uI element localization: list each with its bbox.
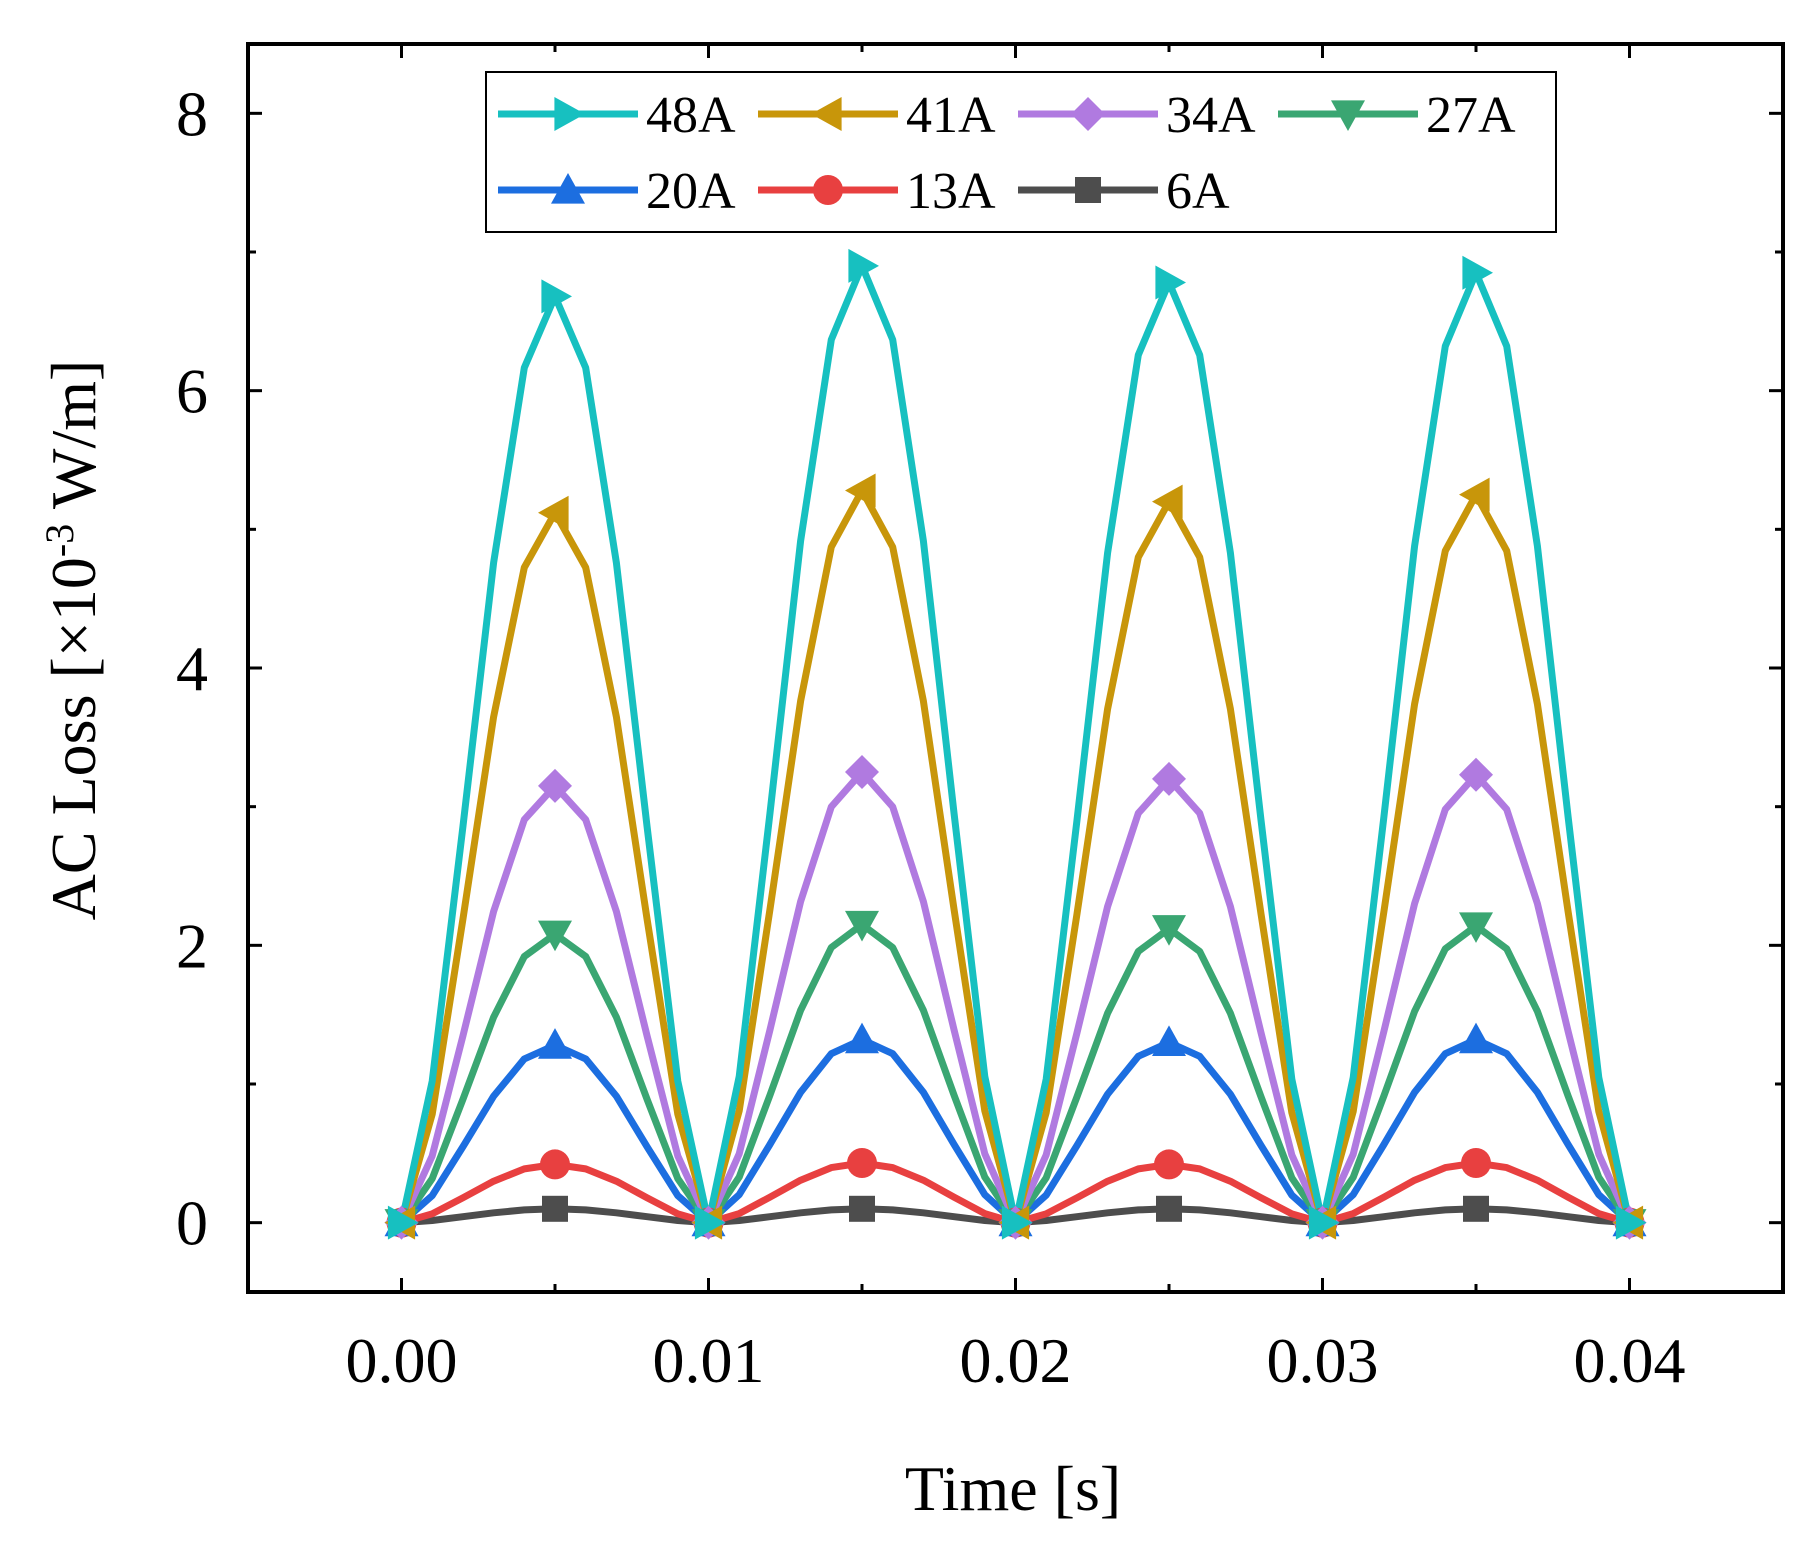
series-marker-20A (1152, 1025, 1186, 1056)
legend-marker-48A (554, 97, 585, 131)
legend-label-41A: 41A (906, 87, 996, 144)
y-tick-label: 4 (176, 633, 208, 704)
series-marker-48A (387, 1205, 419, 1240)
x-tick-label: 0.02 (960, 1325, 1072, 1396)
x-axis-title: Time [s] (905, 1453, 1121, 1524)
x-tick-label: 0.03 (1267, 1325, 1379, 1396)
y-axis-title-sup: -3 (37, 524, 82, 557)
series-line-41A (398, 487, 1633, 1227)
series-marker-6A (542, 1195, 568, 1222)
series-marker-48A (694, 1205, 726, 1240)
series-marker-48A (541, 279, 572, 314)
series-marker-41A (1459, 477, 1490, 512)
legend-label-27A: 27A (1426, 87, 1516, 144)
series-marker-13A (1461, 1148, 1491, 1179)
series-marker-27A (538, 920, 572, 952)
series-marker-48A (1308, 1205, 1340, 1240)
y-axis-title-main: AC Loss [×10 (38, 557, 109, 920)
legend-label-6A: 6A (1166, 163, 1230, 220)
x-tick-label: 0.01 (653, 1325, 765, 1396)
plot-markers (384, 248, 1647, 1240)
legend-marker-41A (811, 97, 842, 131)
series-marker-34A (538, 768, 572, 803)
series-line-20A (399, 1036, 1632, 1227)
legend: 48A 41A 34A 27A 20A 13A 6A (485, 71, 1557, 233)
series-marker-6A (1156, 1195, 1182, 1222)
axis-ticks (246, 44, 1785, 1292)
series-marker-13A (1154, 1149, 1184, 1180)
series-marker-6A (849, 1195, 875, 1222)
series-marker-20A (538, 1028, 572, 1059)
series-marker-13A (847, 1148, 877, 1179)
series-marker-41A (845, 473, 876, 508)
series-marker-48A (1155, 265, 1186, 300)
series-marker-48A (1615, 1205, 1647, 1240)
y-axis-title-tail: W/m] (38, 360, 109, 524)
series-line-27A (398, 921, 1633, 1227)
series-marker-41A (538, 495, 569, 530)
legend-box (485, 71, 1557, 233)
series-marker-27A (1459, 912, 1493, 943)
legend-label-20A: 20A (646, 163, 736, 220)
series-marker-27A (845, 910, 879, 942)
series-marker-27A (1152, 915, 1186, 946)
y-tick-label: 6 (176, 356, 208, 427)
legend-label-48A: 48A (646, 87, 736, 144)
series-line-34A (398, 768, 1633, 1227)
legend-label-13A: 13A (906, 163, 996, 220)
y-tick-labels: 0 2 4 6 8 (176, 78, 208, 1258)
legend-marker-20A (551, 173, 585, 204)
x-tick-label: 0.04 (1574, 1325, 1686, 1396)
series-marker-20A (1459, 1022, 1493, 1054)
legend-marker-34A (1071, 97, 1105, 131)
plot-lines (398, 262, 1633, 1227)
legend-marker-27A (1331, 100, 1365, 131)
series-marker-48A (1001, 1205, 1033, 1240)
series-marker-41A (1152, 484, 1183, 519)
x-tick-labels: 0.00 0.01 0.02 0.03 0.04 (346, 1325, 1686, 1396)
legend-label-34A: 34A (1166, 87, 1256, 144)
series-marker-13A (540, 1149, 570, 1180)
y-axis-title: AC Loss [×10-3 W/m] (37, 360, 109, 921)
legend-marker-13A (813, 175, 843, 205)
series-marker-34A (845, 755, 879, 789)
series-marker-6A (1463, 1195, 1489, 1222)
series-marker-48A (848, 248, 879, 283)
y-tick-label: 8 (176, 78, 208, 149)
series-marker-34A (1152, 761, 1186, 796)
series-line-48A (398, 262, 1633, 1227)
legend-marker-6A (1075, 177, 1101, 203)
series-marker-34A (1459, 757, 1493, 792)
series-marker-20A (845, 1022, 879, 1054)
series-marker-48A (1462, 255, 1493, 290)
y-tick-label: 0 (176, 1188, 208, 1259)
x-tick-label: 0.00 (346, 1325, 458, 1396)
y-tick-label: 2 (176, 910, 208, 981)
